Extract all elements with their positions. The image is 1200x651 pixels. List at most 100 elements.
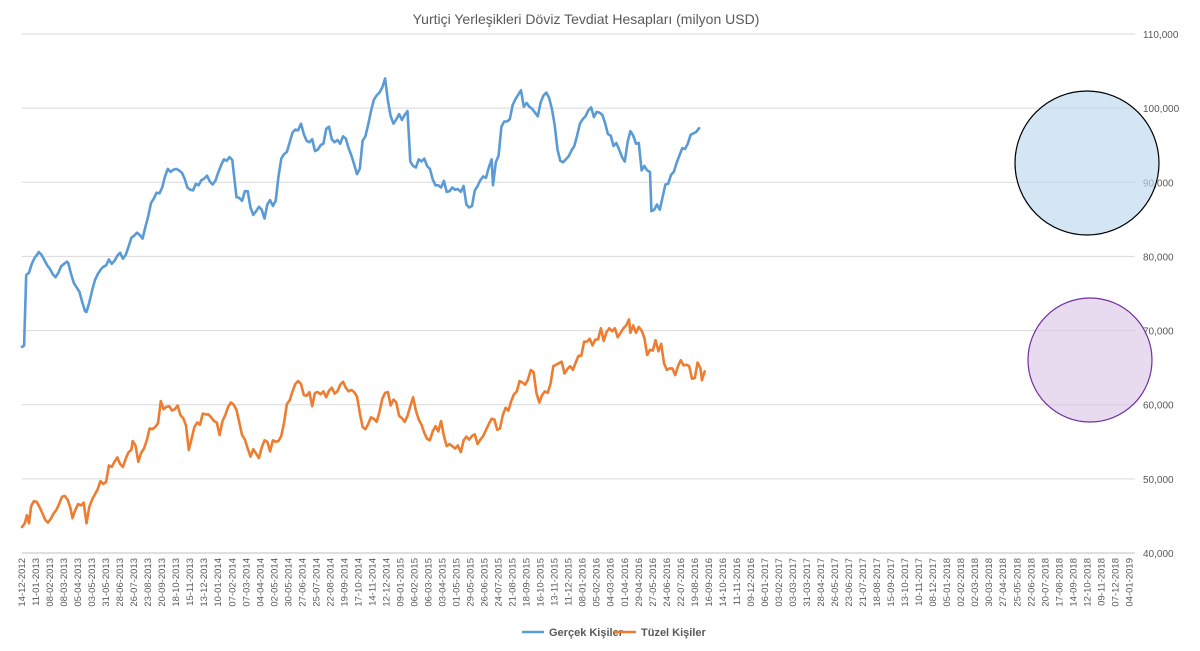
x-tick-label: 27-06-2014 — [297, 558, 308, 607]
x-tick-label: 18-09-2015 — [522, 558, 533, 607]
x-tick-label: 28-04-2017 — [816, 558, 827, 607]
x-tick-label: 15-09-2017 — [886, 558, 897, 607]
x-tick-label: 13-10-2017 — [900, 558, 911, 607]
x-tick-label: 11-11-2016 — [732, 558, 743, 605]
x-tick-label: 04-01-2019 — [1124, 558, 1135, 607]
y-tick-label: 70,000 — [1143, 327, 1174, 338]
x-tick-label: 22-06-2018 — [1026, 558, 1037, 607]
x-tick-label: 14-10-2016 — [718, 558, 729, 607]
x-tick-label: 26-05-2017 — [830, 558, 841, 607]
x-tick-label: 02-02-2018 — [956, 558, 967, 607]
x-tick-label: 18-08-2017 — [872, 558, 883, 607]
x-tick-label: 10-11-2017 — [914, 558, 925, 606]
x-tick-label: 03-05-2013 — [87, 558, 98, 607]
x-axis: 14-12-2012 11-01-2013 08-02-2013 08-03-2013… — [17, 558, 1135, 607]
x-tick-label: 13-12-2013 — [199, 558, 210, 607]
y-tick-label: 100,000 — [1143, 104, 1180, 115]
legend-label: Gerçek Kişiler — [549, 627, 624, 639]
x-tick-label: 03-04-2015 — [438, 558, 449, 607]
x-tick-label: 09-01-2015 — [395, 558, 406, 607]
x-tick-label: 07-03-2014 — [241, 558, 252, 607]
x-tick-label: 08-12-2017 — [928, 558, 939, 607]
x-tick-label: 25-05-2018 — [1012, 558, 1023, 607]
x-tick-label: 08-02-2013 — [45, 558, 56, 607]
y-tick-label: 90,000 — [1143, 178, 1174, 189]
x-tick-label: 01-05-2015 — [452, 558, 463, 607]
y-tick-label: 80,000 — [1143, 252, 1174, 263]
x-tick-label: 04-04-2014 — [255, 558, 266, 607]
x-tick-label: 06-01-2017 — [760, 558, 771, 607]
y-axis: 40,000 50,000 60,000 70,000 80,000 90,000 100,… — [1143, 30, 1180, 560]
x-tick-label: 09-12-2016 — [746, 558, 757, 607]
x-tick-label: 20-07-2018 — [1040, 558, 1051, 607]
x-tick-label: 11-01-2013 — [31, 558, 42, 606]
highlight-circles — [1014, 90, 1160, 423]
x-tick-label: 08-01-2016 — [578, 558, 589, 607]
y-tick-label: 50,000 — [1143, 475, 1174, 486]
x-tick-label: 11-12-2015 — [564, 558, 575, 606]
x-tick-label: 26-06-2015 — [480, 558, 491, 607]
y-tick-label: 40,000 — [1143, 549, 1174, 560]
x-tick-label: 30-05-2014 — [283, 558, 294, 607]
x-tick-label: 18-10-2013 — [171, 558, 182, 607]
x-tick-label: 14-12-2012 — [17, 558, 28, 607]
x-tick-label: 10-01-2014 — [213, 558, 224, 607]
legend: Gerçek Kişiler Tüzel Kişiler — [522, 627, 707, 639]
x-tick-label: 16-10-2015 — [536, 558, 547, 607]
x-tick-label: 09-11-2018 — [1096, 558, 1107, 606]
x-tick-label: 05-01-2018 — [942, 558, 953, 607]
x-tick-label: 07-02-2014 — [227, 558, 238, 607]
x-tick-label: 12-12-2014 — [381, 558, 392, 607]
x-tick-label: 05-04-2013 — [73, 558, 84, 607]
x-tick-label: 04-03-2016 — [606, 558, 617, 607]
x-tick-label: 21-07-2017 — [858, 558, 869, 607]
x-tick-label: 20-09-2013 — [157, 558, 168, 607]
x-tick-label: 16-09-2016 — [704, 558, 715, 607]
x-tick-label: 19-09-2014 — [339, 558, 350, 607]
x-tick-label: 06-02-2015 — [409, 558, 420, 607]
gridlines — [22, 33, 1135, 554]
series-line — [20, 318, 706, 529]
x-tick-label: 31-03-2017 — [802, 558, 813, 607]
x-tick-label: 17-08-2018 — [1054, 558, 1065, 607]
series-group — [20, 77, 706, 529]
x-tick-label: 29-05-2015 — [466, 558, 477, 607]
x-tick-label: 22-08-2014 — [325, 558, 336, 607]
x-tick-label: 29-04-2016 — [634, 558, 645, 607]
x-tick-label: 08-03-2013 — [59, 558, 70, 607]
x-tick-label: 26-07-2013 — [129, 558, 140, 607]
x-tick-label: 24-06-2016 — [662, 558, 673, 607]
y-tick-label: 60,000 — [1143, 401, 1174, 412]
x-tick-label: 03-02-2017 — [774, 558, 785, 607]
x-tick-label: 28-06-2013 — [115, 558, 126, 607]
x-tick-label: 21-08-2015 — [508, 558, 519, 607]
x-tick-label: 22-07-2016 — [676, 558, 687, 607]
x-tick-label: 25-07-2014 — [311, 558, 322, 607]
x-tick-label: 19-08-2016 — [690, 558, 701, 607]
x-tick-label: 03-03-2017 — [788, 558, 799, 607]
y-tick-label: 110,000 — [1143, 30, 1179, 41]
x-tick-label: 27-05-2016 — [648, 558, 659, 607]
x-tick-label: 24-07-2015 — [494, 558, 505, 607]
x-tick-label: 07-12-2018 — [1110, 558, 1121, 607]
x-tick-label: 23-08-2013 — [143, 558, 154, 607]
x-tick-label: 05-02-2016 — [592, 558, 603, 607]
x-tick-label: 02-05-2014 — [269, 558, 280, 607]
x-tick-label: 31-05-2013 — [101, 558, 112, 607]
x-tick-label: 23-06-2017 — [844, 558, 855, 607]
x-tick-label: 30-03-2018 — [984, 558, 995, 607]
x-tick-label: 12-10-2018 — [1082, 558, 1093, 607]
x-tick-label: 13-11-2015 — [550, 558, 561, 606]
legend-label: Tüzel Kişiler — [641, 627, 707, 639]
x-tick-label: 06-03-2015 — [424, 558, 435, 607]
x-tick-label: 02-03-2018 — [970, 558, 981, 607]
x-tick-label: 15-11-2013 — [185, 558, 196, 606]
highlight-circle — [1027, 297, 1153, 423]
x-tick-label: 14-11-2014 — [367, 558, 378, 606]
chart-title: Yurtiçi Yerleşikleri Döviz Tevdiat Hesap… — [413, 11, 760, 27]
series-line — [20, 77, 701, 349]
x-tick-label: 17-10-2014 — [353, 558, 364, 607]
x-tick-label: 14-09-2018 — [1068, 558, 1079, 607]
x-tick-label: 01-04-2016 — [620, 558, 631, 607]
